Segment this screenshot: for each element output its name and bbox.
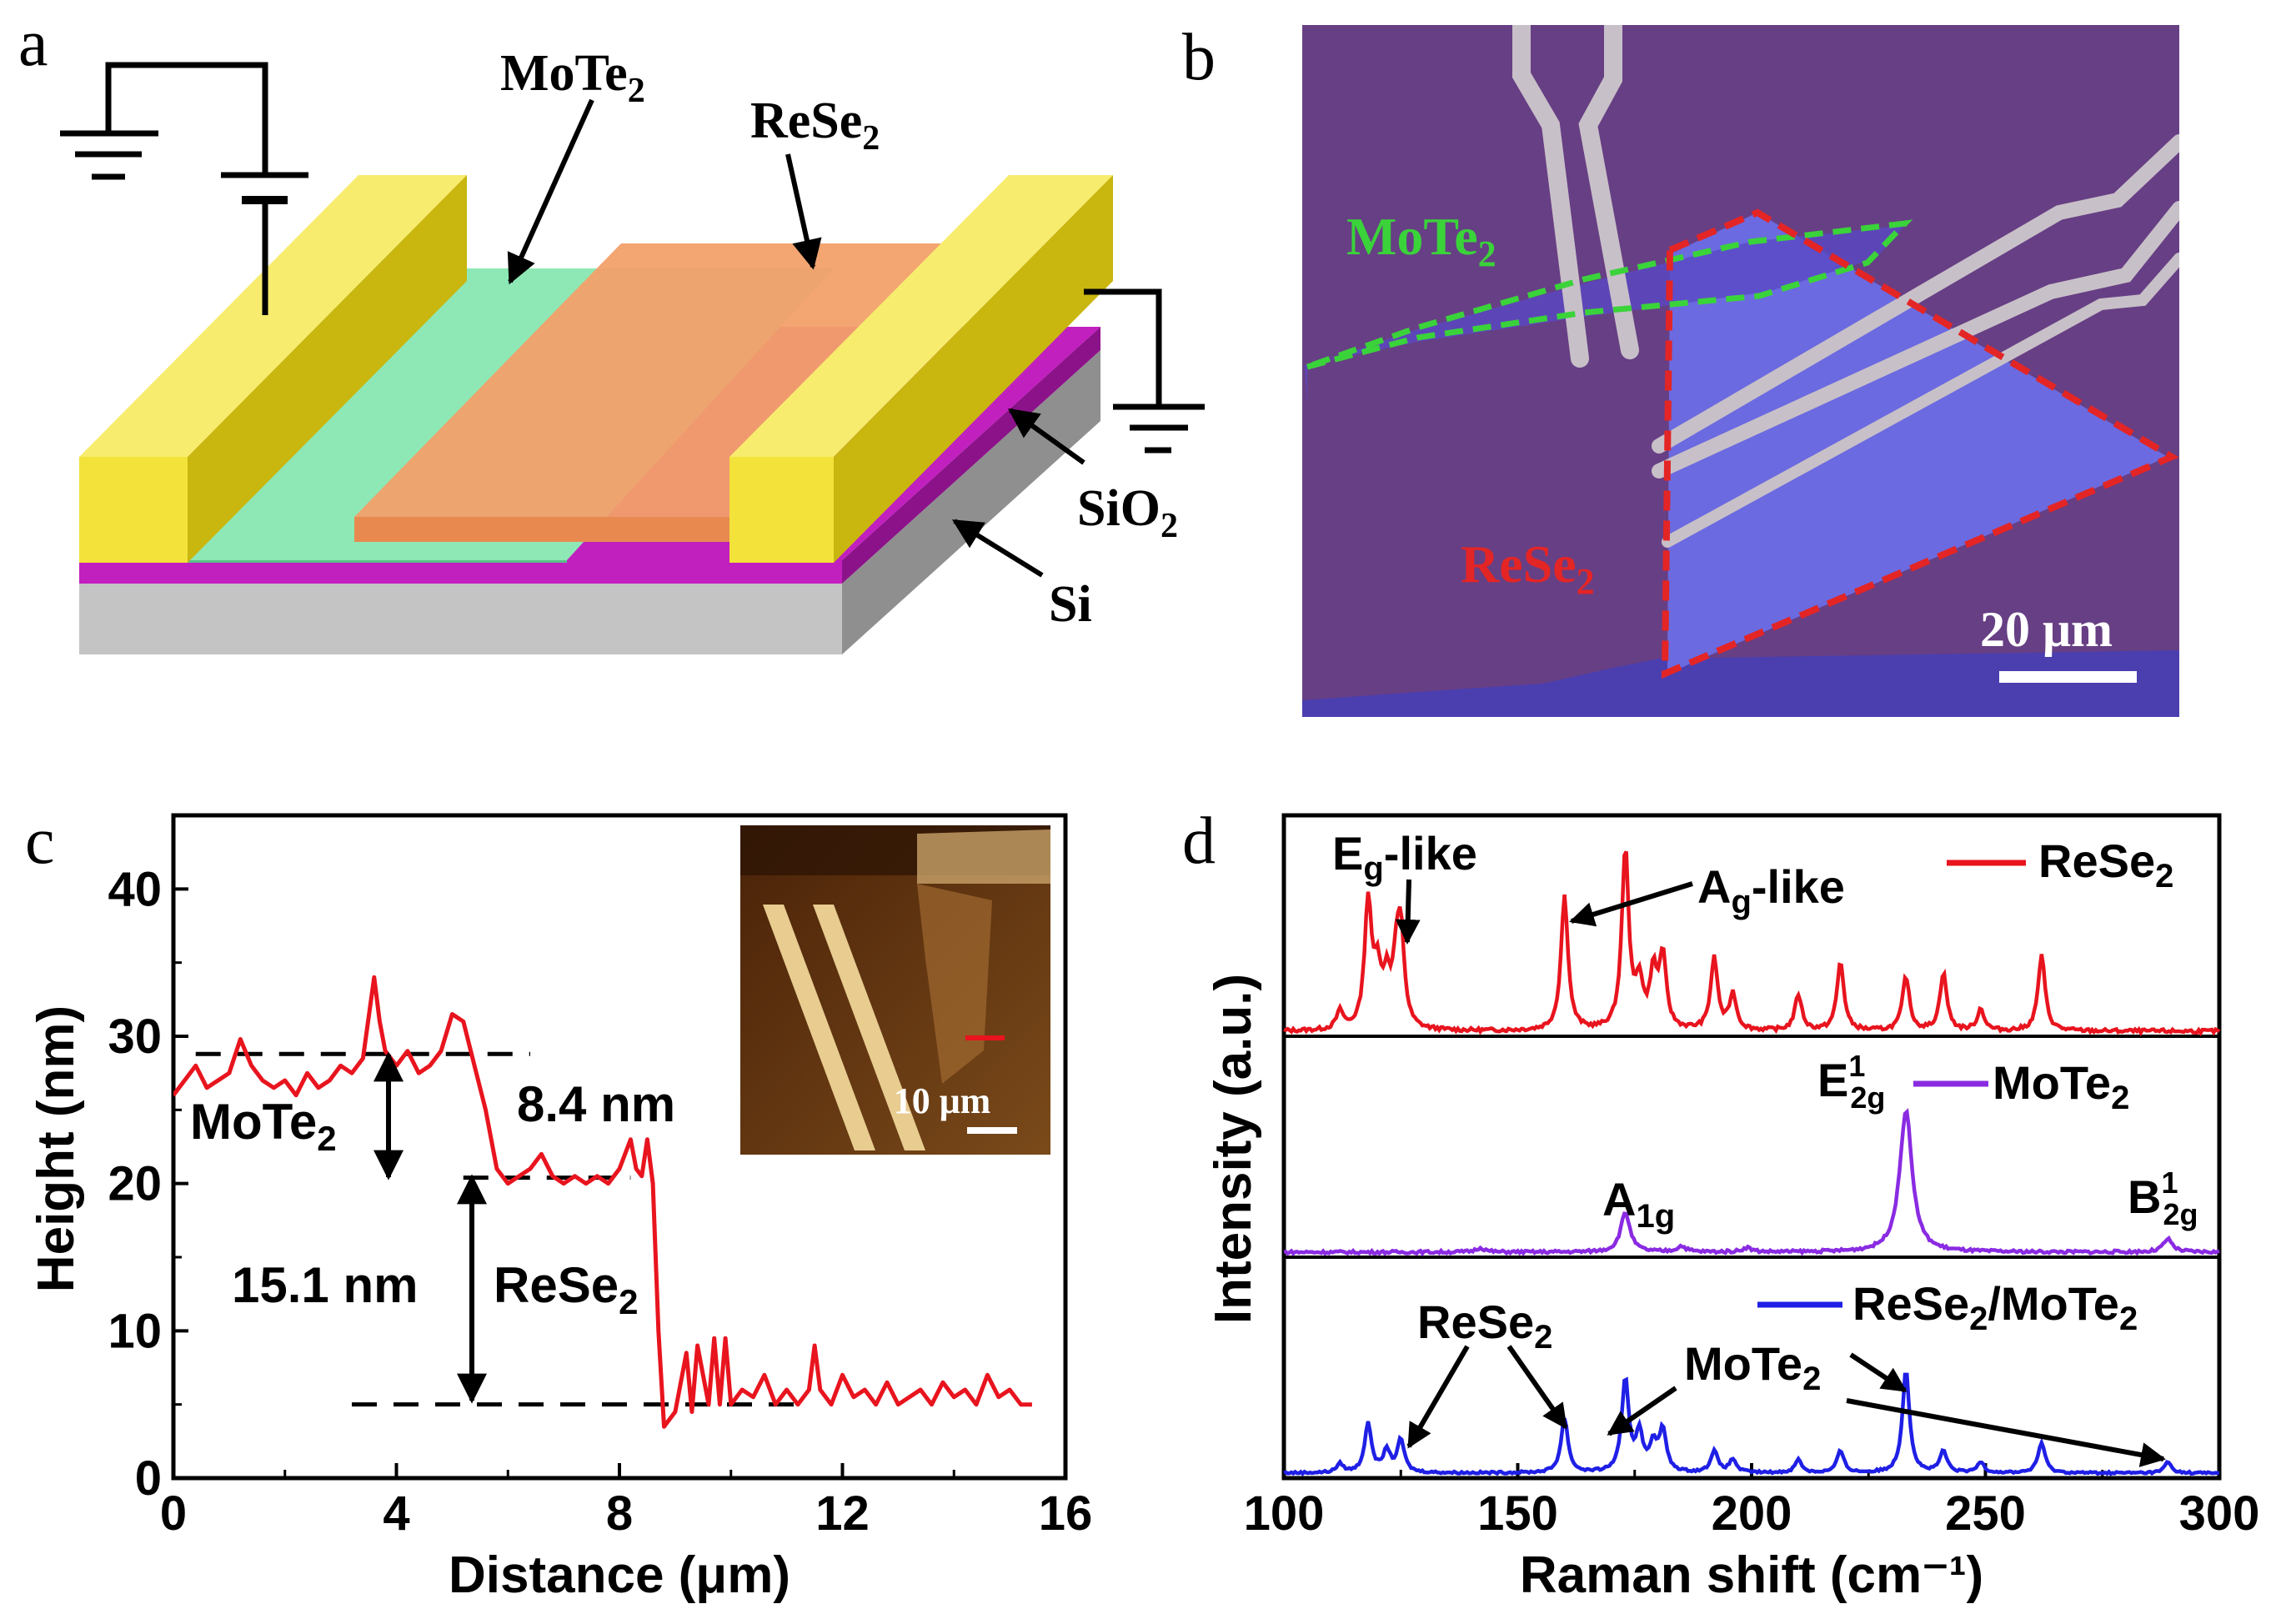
plot-c-xlabel: Distance (μm) — [449, 1546, 790, 1604]
label-ag-like: Ag-like — [1697, 860, 1845, 920]
mote2-outline — [1306, 219, 1913, 370]
afm-scale-label: 10 μm — [894, 1080, 991, 1121]
label-si: Si — [1049, 576, 1092, 633]
legend-hetero: ReSe2/MoTe2 — [1852, 1277, 2138, 1337]
x-tick-label: 0 — [160, 1486, 187, 1541]
mote2-arrow — [507, 98, 594, 285]
substrate-edge — [1302, 650, 2179, 717]
rese2-flake-image — [1667, 213, 2168, 674]
optical-electrodes — [1512, 25, 2179, 548]
panel-a-letter: a — [18, 7, 48, 80]
rese2-spectrum — [1283, 850, 2221, 1037]
afm-scale-bar — [967, 1127, 1017, 1134]
rese2-flake — [354, 243, 1000, 517]
sio2-layer-side — [842, 327, 1100, 584]
label-mote2: MoTe2 — [500, 45, 645, 110]
plot-d-xlabel: Raman shift (cm⁻¹) — [1520, 1546, 1983, 1604]
label-mote2-c: MoTe2 — [190, 1094, 337, 1158]
ground-symbol-right — [1084, 288, 1205, 454]
x-tick-label: 200 — [1712, 1486, 1792, 1541]
right-electrode-front — [729, 457, 834, 563]
afm-electrode-top — [917, 830, 1050, 884]
afm-electrode-a — [763, 905, 875, 1150]
left-electrode-front — [79, 457, 188, 563]
label-sio2: SiO2 — [1077, 480, 1178, 545]
afm-electrode-b — [813, 905, 925, 1150]
si-arrow — [951, 519, 1044, 578]
label-e2g: E1 2g — [1817, 1049, 1885, 1115]
y-tick-label: 0 — [135, 1451, 162, 1506]
rese2-peak-arrow-2 — [1506, 1345, 1568, 1430]
rese2-arrow — [785, 153, 822, 270]
label-rese2-peaks: ReSe2 — [1417, 1296, 1552, 1356]
mote2-flake-image — [1305, 225, 1905, 404]
panel-b-letter: b — [1182, 21, 1216, 94]
x-tick-label: 150 — [1477, 1486, 1558, 1541]
mote2-peak-arrow-1 — [1607, 1386, 1677, 1436]
label-rese2-image: ReSe2 — [1461, 534, 1595, 602]
mote2-spectrum — [1283, 1108, 2220, 1257]
legend-mote2: MoTe2 — [1993, 1056, 2129, 1116]
x-tick-label: 250 — [1945, 1486, 2026, 1541]
panel-a-device-schematic: a — [18, 7, 1205, 654]
label-a1g: A1g — [1602, 1173, 1675, 1235]
scale-bar-label: 20 μm — [1980, 602, 2113, 657]
panel-b-optical-image: b MoTe2 ReSe2 20 μm — [1182, 21, 2179, 717]
plot-c-ticks: 0 4 8 12 16 0 10 20 30 40 — [108, 862, 1092, 1541]
x-tick-label: 16 — [1039, 1486, 1093, 1541]
label-step-total: 15.1 nm — [232, 1257, 418, 1313]
panel-d-raman-spectra: d 100 150 200 250 300 ReSe2 MoTe2 ReSe2/MoTe… — [1182, 804, 2259, 1604]
plot-d-ticks: 100 150 200 250 300 — [1244, 1463, 2260, 1541]
right-electrode-top — [729, 175, 1113, 457]
x-tick-label: 100 — [1244, 1486, 1325, 1541]
mote2-flake-edge — [188, 560, 567, 563]
left-electrode-top — [79, 175, 467, 457]
y-tick-label: 40 — [108, 862, 162, 916]
plot-c-ylabel: Height (nm) — [28, 1005, 85, 1292]
label-mote2-image: MoTe2 — [1346, 207, 1496, 274]
sio2-layer-front — [79, 560, 842, 584]
afm-flake — [917, 884, 992, 1084]
label-b2g: B1 2g — [2128, 1165, 2198, 1231]
scale-bar — [1999, 671, 2137, 683]
mote2-peak-arrow-2 — [1849, 1352, 1908, 1393]
si-substrate-front — [79, 584, 842, 654]
y-tick-label: 30 — [108, 1010, 162, 1064]
rese2-flake-front — [354, 517, 734, 542]
x-tick-label: 300 — [2179, 1486, 2260, 1541]
label-mote2-peaks: MoTe2 — [1684, 1337, 1821, 1397]
mote2-peak-arrow-3 — [1846, 1398, 2166, 1467]
label-step-top: 8.4 nm — [517, 1076, 675, 1132]
rese2-peak-arrow-1 — [1406, 1345, 1470, 1449]
right-electrode-side — [834, 175, 1113, 563]
panel-c-letter: c — [25, 804, 55, 878]
afm-inset: 10 μm — [740, 825, 1050, 1155]
sio2-arrow — [1008, 408, 1085, 465]
y-tick-label: 10 — [108, 1304, 162, 1358]
x-tick-label: 4 — [383, 1486, 409, 1541]
heterostructure-spectrum — [1283, 1372, 2220, 1476]
plot-d-ylabel: Intensity (a.u.) — [1205, 974, 1262, 1324]
label-eg-like: Eg-like — [1332, 827, 1477, 887]
y-tick-label: 20 — [108, 1157, 162, 1211]
x-tick-label: 12 — [815, 1486, 870, 1541]
bias-circuit — [60, 62, 308, 315]
height-profile-line — [173, 975, 1032, 1429]
rese2-outline — [1661, 208, 2179, 679]
label-rese2: ReSe2 — [750, 93, 880, 158]
left-electrode-side — [188, 175, 467, 563]
ag-arrow — [1569, 881, 1693, 927]
x-tick-label: 8 — [606, 1486, 633, 1541]
label-rese2-c: ReSe2 — [494, 1257, 638, 1321]
legend-rese2: ReSe2 — [2038, 835, 2173, 895]
eg-arrow — [1395, 879, 1421, 945]
panel-d-letter: d — [1182, 804, 1216, 878]
